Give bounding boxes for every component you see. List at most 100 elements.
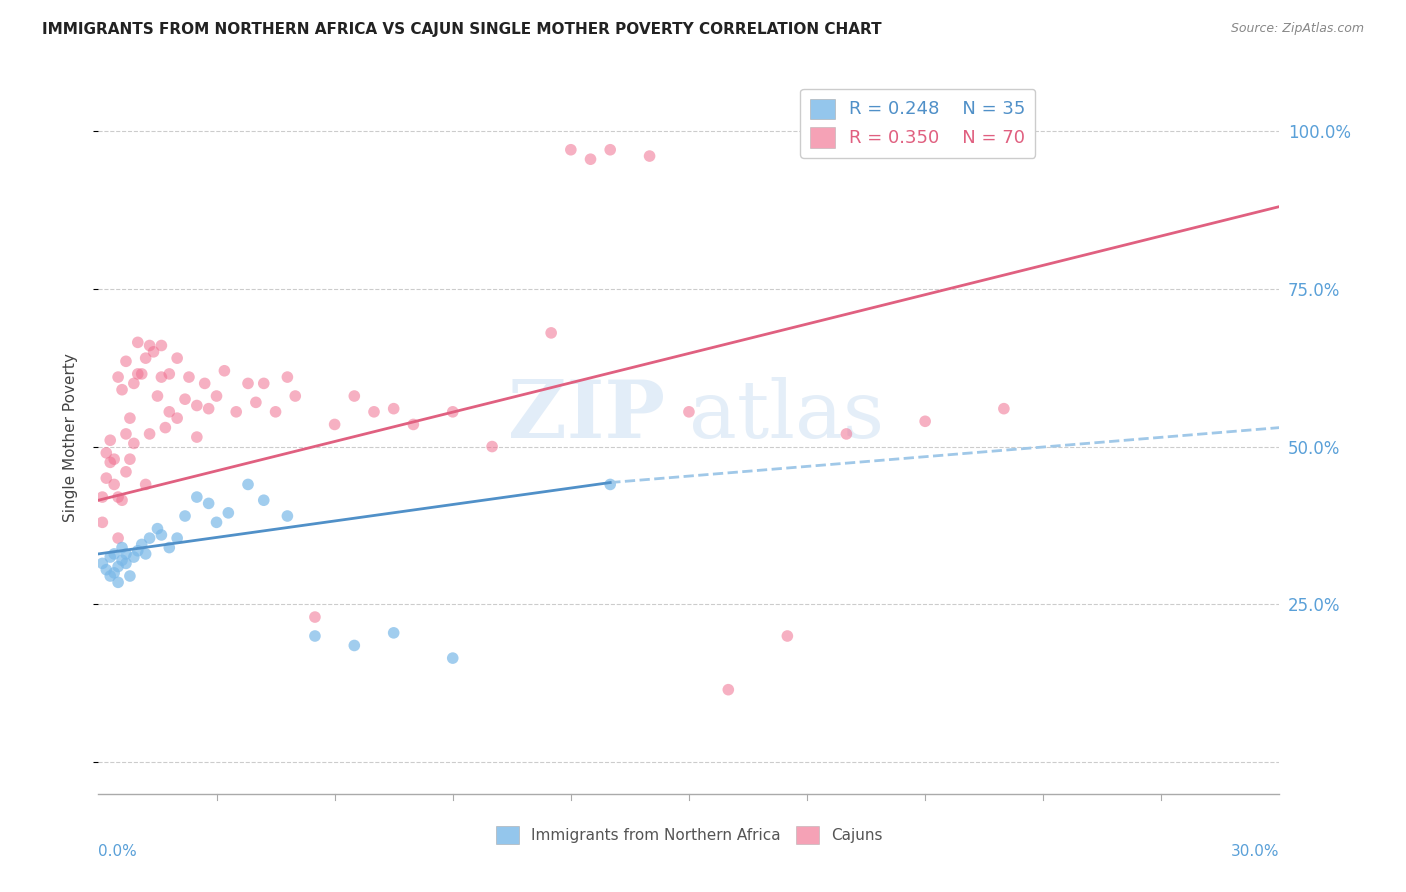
Point [115, 465, 138, 479]
Point [91, 516, 114, 530]
Point [217, 506, 239, 520]
Point [284, 389, 307, 403]
Point [115, 426, 138, 441]
Y-axis label: Single Mother Poverty: Single Mother Poverty [63, 352, 77, 522]
Point [135, 477, 157, 491]
Point [146, 522, 169, 536]
Point [382, 401, 405, 416]
Point [91, 557, 114, 571]
Point [194, 376, 217, 391]
Point [276, 370, 298, 384]
Point [135, 547, 157, 561]
Point [115, 557, 138, 571]
Point [131, 367, 153, 381]
Point [197, 496, 219, 510]
Point [579, 152, 602, 166]
Point [138, 426, 160, 441]
Point [264, 405, 287, 419]
Point [638, 149, 661, 163]
Point [717, 682, 740, 697]
Point [166, 411, 188, 425]
Point [142, 344, 165, 359]
Point [205, 516, 228, 530]
Point [225, 405, 247, 419]
Point [107, 531, 129, 545]
Point [441, 651, 464, 665]
Point [115, 547, 138, 561]
Point [155, 420, 177, 434]
Point [98, 550, 121, 565]
Point [276, 508, 298, 523]
Point [115, 354, 138, 368]
Point [382, 625, 405, 640]
Point [914, 414, 936, 428]
Point [205, 389, 228, 403]
Point [122, 376, 145, 391]
Point [197, 401, 219, 416]
Text: 0.0%: 0.0% [98, 844, 138, 859]
Text: 30.0%: 30.0% [1232, 844, 1279, 859]
Text: ZIP: ZIP [509, 376, 665, 455]
Point [166, 351, 188, 366]
Point [122, 550, 145, 565]
Point [323, 417, 346, 432]
Point [127, 367, 149, 381]
Point [135, 351, 157, 366]
Point [186, 430, 208, 444]
Point [107, 575, 129, 590]
Point [138, 531, 160, 545]
Point [776, 629, 799, 643]
Point [118, 452, 141, 467]
Point [157, 367, 180, 381]
Point [236, 477, 259, 491]
Point [214, 364, 236, 378]
Point [127, 335, 149, 350]
Point [103, 566, 125, 580]
Point [174, 508, 197, 523]
Point [138, 338, 160, 352]
Point [111, 383, 134, 397]
Point [304, 610, 326, 624]
Point [993, 401, 1015, 416]
Point [177, 370, 200, 384]
Point [343, 389, 366, 403]
Point [150, 338, 173, 352]
Point [560, 143, 582, 157]
Point [402, 417, 425, 432]
Text: Source: ZipAtlas.com: Source: ZipAtlas.com [1230, 22, 1364, 36]
Point [98, 455, 121, 469]
Point [599, 143, 621, 157]
Point [111, 541, 134, 555]
Point [150, 370, 173, 384]
Text: IMMIGRANTS FROM NORTHERN AFRICA VS CAJUN SINGLE MOTHER POVERTY CORRELATION CHART: IMMIGRANTS FROM NORTHERN AFRICA VS CAJUN… [42, 22, 882, 37]
Point [118, 411, 141, 425]
Point [343, 639, 366, 653]
Point [150, 528, 173, 542]
Point [599, 477, 621, 491]
Point [103, 452, 125, 467]
Point [127, 543, 149, 558]
Point [111, 493, 134, 508]
Point [245, 395, 267, 409]
Point [111, 553, 134, 567]
Point [96, 471, 118, 485]
Point [146, 389, 169, 403]
Point [103, 477, 125, 491]
Point [103, 547, 125, 561]
Point [678, 405, 700, 419]
Point [131, 537, 153, 551]
Point [441, 405, 464, 419]
Point [481, 440, 503, 454]
Point [91, 490, 114, 504]
Point [363, 405, 385, 419]
Point [236, 376, 259, 391]
Point [157, 541, 180, 555]
Point [98, 569, 121, 583]
Point [96, 563, 118, 577]
Point [122, 436, 145, 450]
Point [96, 446, 118, 460]
Text: atlas: atlas [689, 376, 884, 455]
Point [835, 426, 858, 441]
Point [157, 405, 180, 419]
Point [253, 376, 276, 391]
